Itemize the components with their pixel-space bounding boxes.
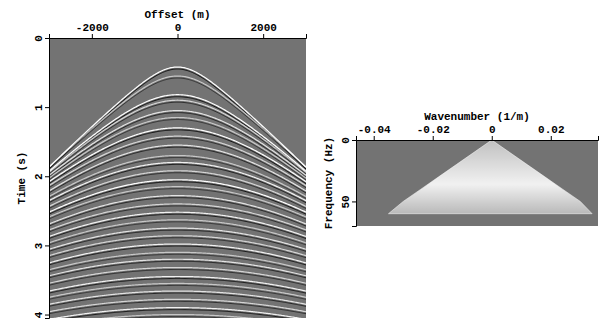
x-tick-mark (178, 34, 179, 38)
y-axis-line (352, 141, 357, 227)
event (49, 118, 306, 178)
y-tick: 1 (33, 104, 49, 111)
y-tick-label: 3 (33, 242, 45, 249)
y-tick-label: 0 (33, 35, 45, 42)
energy-fan (388, 140, 592, 214)
x-tick-mark (433, 136, 434, 140)
x-tick-label: 0 (489, 124, 496, 136)
y-axis-title: Frequency (Hz) (323, 137, 335, 229)
x-tick: -0.02 (417, 124, 450, 140)
y-axis: 0 1 2 3 4 (33, 35, 50, 318)
x-tick: 0 (175, 22, 182, 38)
x-axis-title: Offset (m) (144, 9, 210, 21)
event (49, 268, 306, 284)
x-tick-mark (551, 136, 552, 140)
y-tick-label: 0 (340, 137, 352, 144)
panel: -2000 0 2000 0 1 2 3 4 Offset (m) Time (s) (16, 9, 307, 328)
y-tick-mark (45, 245, 49, 246)
event (49, 244, 306, 263)
x-tick-label: -2000 (76, 22, 109, 34)
event-trough (49, 222, 306, 245)
x-tick-label: -0.02 (417, 124, 450, 136)
event-trough (49, 97, 306, 174)
x-tick: -2000 (76, 22, 109, 38)
marks (388, 140, 592, 214)
y-tick-label: 1 (33, 104, 45, 111)
x-tick-label: 0 (175, 22, 182, 34)
y-tick-mark (45, 315, 49, 316)
y-axis-line (45, 39, 50, 319)
y-axis: 0 50 (340, 137, 357, 226)
event (49, 156, 306, 197)
event-trough (49, 158, 306, 199)
event (49, 291, 306, 304)
event (49, 283, 306, 297)
x-tick: 0 (489, 124, 496, 140)
y-tick-mark (352, 140, 356, 141)
y-tick-label: 4 (33, 311, 45, 318)
event (49, 212, 306, 236)
event (49, 315, 306, 318)
x-axis-title: Wavenumber (1/m) (424, 111, 530, 123)
event-trough (49, 246, 306, 265)
event (49, 136, 306, 186)
x-tick-mark (374, 136, 375, 140)
event-trough (49, 173, 306, 209)
x-axis-line (357, 136, 599, 141)
y-tick: 4 (33, 311, 49, 318)
event-trough (49, 214, 306, 238)
x-tick: -0.04 (358, 124, 391, 140)
y-tick-mark (352, 201, 356, 202)
plot-background (49, 38, 306, 318)
plot-background (356, 140, 598, 226)
x-tick: 2000 (250, 22, 276, 38)
marks (49, 67, 306, 318)
y-tick: 3 (33, 242, 49, 249)
figure: -20000200001234Offset (m)Time (s)-0.04-0… (0, 0, 604, 331)
x-tick-label: -0.04 (358, 124, 391, 136)
x-tick-label: 0.02 (538, 124, 564, 136)
x-axis-line (50, 34, 307, 39)
event-trough (49, 317, 306, 318)
x-tick-label: 2000 (250, 22, 276, 34)
x-axis: -0.04 -0.02 0 0.02 (357, 124, 599, 141)
y-tick: 50 (340, 195, 356, 208)
event (49, 111, 306, 176)
x-axis: -2000 0 2000 (50, 22, 307, 39)
y-tick: 2 (33, 173, 49, 180)
x-tick-mark (263, 34, 264, 38)
x-tick-mark (492, 136, 493, 140)
y-tick-label: 2 (33, 173, 45, 180)
y-tick: 0 (33, 35, 49, 42)
x-tick: 0.02 (538, 124, 564, 140)
y-tick-mark (45, 107, 49, 108)
x-tick-mark (92, 34, 93, 38)
y-tick-label: 50 (340, 195, 352, 208)
y-tick-mark (45, 176, 49, 177)
y-tick-mark (45, 38, 49, 39)
panel: -0.04 -0.02 0 0.02 0 50 Wavenumber (1/m) Freque… (323, 111, 599, 229)
y-axis-title: Time (s) (16, 152, 28, 205)
y-tick: 0 (340, 137, 356, 144)
